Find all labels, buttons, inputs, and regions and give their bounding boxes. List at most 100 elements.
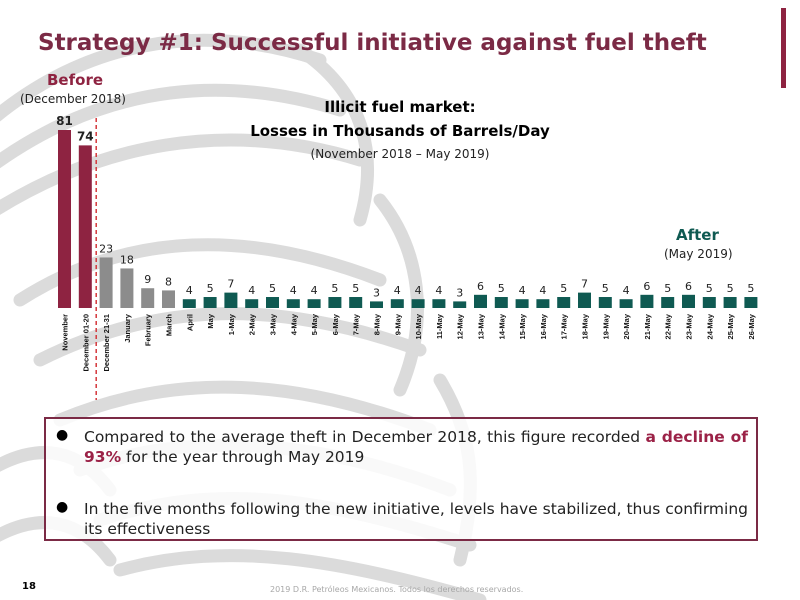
bar-26 <box>578 292 591 308</box>
data-label-20: 3 <box>456 286 463 299</box>
bar-21 <box>474 294 487 308</box>
bar-24 <box>536 299 550 308</box>
category-label-18: 10-May <box>414 313 423 339</box>
category-label-26: 18-May <box>581 313 590 339</box>
category-label-15: 7-May <box>352 313 361 335</box>
category-label-13: 5-May <box>310 313 319 335</box>
bullet-1-highlight: a decline of 93% <box>84 428 748 466</box>
data-label-28: 4 <box>623 284 630 297</box>
data-label-19: 4 <box>435 284 442 297</box>
bar-32 <box>702 297 716 308</box>
bar-34 <box>744 297 758 308</box>
bar-22 <box>494 297 508 308</box>
bar-9 <box>224 292 238 308</box>
category-label-3: December 21-31 <box>102 314 111 372</box>
data-label-27: 5 <box>602 282 609 295</box>
category-label-8: May <box>206 313 215 328</box>
bar-2 <box>78 145 92 308</box>
category-label-33: 25-May <box>726 313 735 339</box>
chart-subtitle: (November 2018 – May 2019) <box>310 147 490 161</box>
category-label-19: 11-May <box>435 313 444 339</box>
category-label-23: 15-May <box>518 313 527 339</box>
data-label-7: 4 <box>186 284 193 297</box>
data-label-24: 4 <box>539 284 546 297</box>
category-label-31: 23-May <box>685 313 694 339</box>
bullet-icon: ● <box>56 427 69 443</box>
category-label-34: 26-May <box>747 313 756 339</box>
category-label-16: 8-May <box>373 313 382 335</box>
category-label-14: 6-May <box>331 313 340 335</box>
bar-31 <box>682 294 695 308</box>
category-label-32: 24-May <box>705 313 714 339</box>
data-label-16: 3 <box>373 286 380 299</box>
data-label-12: 4 <box>290 284 297 297</box>
bar-17 <box>390 299 404 308</box>
bullet-1-pre: Compared to the average theft in Decembe… <box>84 428 646 446</box>
data-label-32: 5 <box>706 282 713 295</box>
data-label-1: 81 <box>56 114 73 128</box>
data-label-3: 23 <box>99 242 113 255</box>
bullet-1-post: for the year through May 2019 <box>121 448 365 466</box>
bar-3 <box>99 257 113 308</box>
data-label-33: 5 <box>727 282 734 295</box>
bar-16 <box>370 301 383 308</box>
data-label-9: 7 <box>227 278 234 291</box>
category-label-21: 13-May <box>477 313 486 339</box>
bar-8 <box>203 297 217 308</box>
bar-18 <box>411 299 425 308</box>
data-label-30: 5 <box>664 282 671 295</box>
data-label-31: 6 <box>685 280 692 293</box>
data-label-23: 4 <box>519 284 526 297</box>
bar-23 <box>515 299 529 308</box>
bullet-icon: ● <box>56 499 69 515</box>
bar-27 <box>598 297 612 308</box>
bar-5 <box>141 288 155 308</box>
category-label-12: 4-May <box>289 313 298 335</box>
category-label-4: January <box>123 313 132 343</box>
data-label-11: 5 <box>269 282 276 295</box>
category-label-20: 12-May <box>456 313 465 339</box>
data-label-21: 6 <box>477 280 484 293</box>
bullet-text-1: Compared to the average theft in Decembe… <box>84 427 748 467</box>
bar-7 <box>182 299 196 308</box>
category-label-28: 20-May <box>622 313 631 339</box>
bar-28 <box>619 299 633 308</box>
data-label-17: 4 <box>394 284 401 297</box>
category-label-17: 9-May <box>393 313 402 335</box>
bullet-text-2: In the five months following the new ini… <box>84 500 748 538</box>
data-label-15: 5 <box>352 282 359 295</box>
data-label-13: 4 <box>311 284 318 297</box>
bar-25 <box>557 297 571 308</box>
data-label-14: 5 <box>331 282 338 295</box>
bar-1 <box>58 130 71 308</box>
after-label: After <box>676 226 719 244</box>
footer-copyright: 2019 D.R. Petróleos Mexicanos. Todos los… <box>270 585 524 594</box>
chart-title-line2: Losses in Thousands of Barrels/Day <box>250 122 550 140</box>
category-label-27: 19-May <box>601 313 610 339</box>
category-label-11: 3-May <box>269 313 278 335</box>
page-title: Strategy #1: Successful initiative again… <box>38 30 707 56</box>
before-label: Before <box>47 71 104 89</box>
data-label-25: 5 <box>560 282 567 295</box>
bar-20 <box>453 301 467 308</box>
bar-33 <box>723 297 737 308</box>
data-label-4: 18 <box>120 253 134 266</box>
bar-13 <box>307 299 321 308</box>
data-label-8: 5 <box>207 282 214 295</box>
data-label-10: 4 <box>248 284 255 297</box>
category-label-24: 16-May <box>539 313 548 339</box>
bar-10 <box>245 299 259 308</box>
bar-30 <box>661 297 675 308</box>
page-number: 18 <box>22 581 36 592</box>
data-label-29: 6 <box>643 280 650 293</box>
data-label-18: 4 <box>415 284 422 297</box>
bar-19 <box>432 299 446 308</box>
summary-box: ● Compared to the average theft in Decem… <box>44 417 758 541</box>
bar-11 <box>266 297 279 308</box>
data-label-34: 5 <box>747 282 754 295</box>
bar-6 <box>162 290 175 308</box>
category-label-1: November <box>61 314 70 351</box>
accent-bar <box>781 8 786 88</box>
data-label-2: 74 <box>77 129 94 143</box>
data-label-5: 9 <box>144 273 151 286</box>
